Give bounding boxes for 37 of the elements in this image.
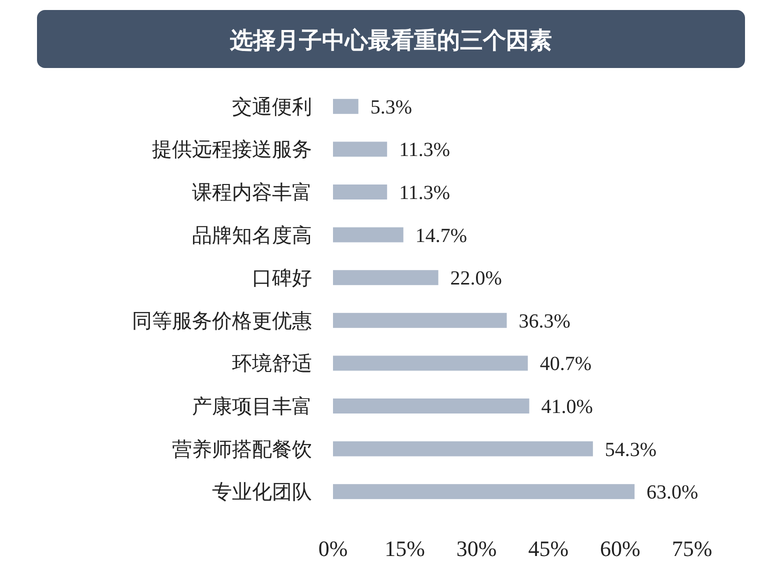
data-label: 36.3% (518, 310, 570, 332)
y-tick-label: 环境舒适 (232, 353, 312, 376)
bar (333, 441, 593, 456)
y-tick-label: 口碑好 (252, 268, 312, 290)
y-tick-label: 专业化团队 (212, 482, 312, 504)
y-tick-label: 产康项目丰富 (192, 395, 312, 418)
data-label: 41.0% (541, 396, 593, 418)
data-label: 22.0% (450, 268, 502, 290)
bar (333, 184, 388, 200)
data-label: 11.3% (399, 182, 450, 204)
bar (333, 398, 530, 414)
bar (333, 356, 528, 371)
x-tick-label: 60% (600, 536, 640, 561)
y-tick-label: 提供远程接送服务 (152, 139, 312, 162)
data-label: 11.3% (399, 139, 450, 162)
y-tick-label: 课程内容丰富 (192, 181, 312, 204)
data-label: 40.7% (540, 353, 592, 376)
x-tick-label: 45% (528, 536, 569, 561)
bar (333, 227, 404, 242)
x-tick-label: 0% (318, 536, 348, 561)
x-tick-label: 30% (456, 536, 497, 561)
bar (333, 270, 438, 286)
y-tick-label: 营养师搭配餐饮 (172, 438, 312, 461)
bar (333, 142, 388, 157)
bar (333, 98, 358, 114)
y-tick-label: 同等服务价格更优惠 (132, 310, 312, 332)
data-label: 54.3% (604, 438, 657, 461)
data-label: 14.7% (415, 224, 468, 247)
bar (333, 484, 635, 500)
y-tick-label: 交通便利 (232, 96, 312, 118)
data-label: 5.3% (370, 96, 412, 118)
y-tick-label: 品牌知名度高 (192, 224, 312, 247)
chart-title: 选择月子中心最看重的三个因素 (229, 27, 552, 53)
data-label: 63.0% (646, 482, 698, 504)
x-tick-label: 15% (384, 536, 425, 561)
x-tick-label: 75% (672, 536, 712, 561)
bar (333, 312, 507, 328)
